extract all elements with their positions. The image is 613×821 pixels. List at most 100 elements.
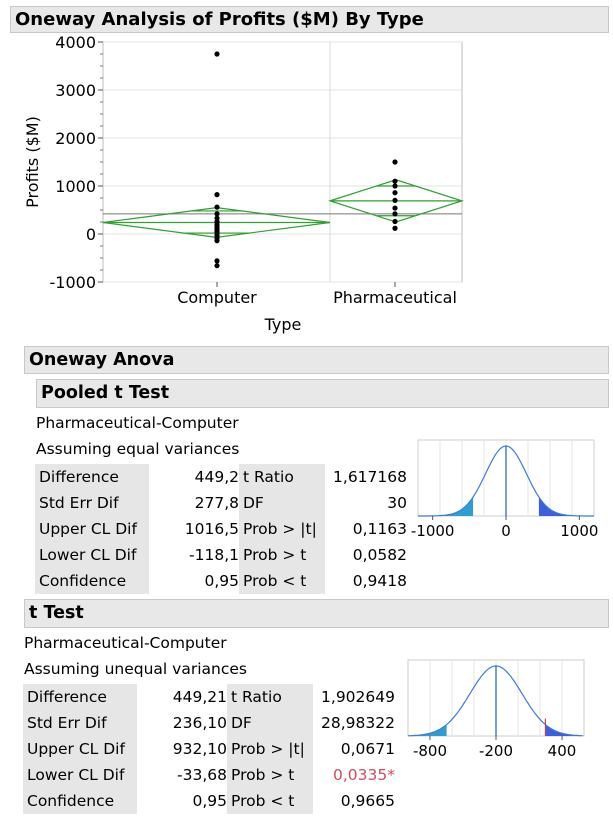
stats-row: Std Err Dif 277,8 DF 30: [35, 490, 407, 516]
stat-label: DF: [239, 490, 325, 516]
data-point: [214, 258, 220, 264]
density-curve: [407, 665, 583, 737]
dist-tick-label: -200: [479, 742, 513, 760]
x-axis-ticks: Computer Pharmaceutical: [177, 282, 457, 307]
stat-value: 236,10: [137, 710, 227, 736]
dist-tick-label: -800: [413, 742, 447, 760]
lower-tail-area: [408, 724, 447, 736]
t-test-header[interactable]: t Test: [24, 599, 609, 628]
data-point: [392, 183, 398, 189]
stat-label: Confidence: [35, 568, 149, 594]
stat-value: 0,95: [137, 788, 227, 814]
dist-tick-label: -1000: [411, 522, 455, 540]
ttest-t-distribution: -800 -200 400: [407, 659, 585, 760]
stat-label: Prob > |t|: [227, 736, 313, 762]
oneway-chart: 4000 3000 2000 1000 0 -1000 Profits ($M) Comp…: [23, 33, 464, 334]
ttest-assumption: Assuming unequal variances: [24, 660, 247, 678]
stat-value: 28,98322: [313, 710, 395, 736]
pooled-t-distribution: -1000 0 1000: [411, 439, 598, 540]
dist-tick-label: 400: [548, 742, 577, 760]
dist-tick-label: 1000: [560, 522, 598, 540]
pooled-t-test-header[interactable]: Pooled t Test: [36, 379, 609, 408]
stats-row: Confidence 0,95 Prob < t 0,9418: [35, 568, 407, 594]
stat-label: Confidence: [23, 788, 137, 814]
pooled-comparison: Pharmaceutical-Computer: [36, 414, 239, 432]
stat-value: 1,902649: [313, 684, 395, 710]
stat-label: t Ratio: [227, 684, 313, 710]
data-point: [392, 178, 398, 184]
data-point: [214, 263, 220, 269]
stat-value: 0,0335*: [313, 762, 395, 788]
plot-area: [102, 41, 463, 283]
y-tick-label: 1000: [55, 177, 96, 196]
data-point: [214, 204, 220, 210]
pooled-assumption: Assuming equal variances: [36, 440, 240, 458]
stat-value: 0,9665: [313, 788, 395, 814]
stat-value: 932,10: [137, 736, 227, 762]
stats-row: Difference 449,2 t Ratio 1,617168: [35, 464, 407, 490]
stat-value: 0,9418: [325, 568, 407, 594]
stat-value: -33,68: [137, 762, 227, 788]
stats-row: Std Err Dif 236,10 DF 28,98322: [23, 710, 395, 736]
y-tick-label: 2000: [55, 129, 96, 148]
stat-label: Prob < t: [239, 568, 325, 594]
stat-label: DF: [227, 710, 313, 736]
y-axis-label: Profits ($M): [23, 116, 42, 208]
data-point: [214, 51, 220, 57]
stats-row: Difference 449,21 t Ratio 1,902649: [23, 684, 395, 710]
x-tick-label: Pharmaceutical: [333, 288, 457, 307]
stat-value: 0,0671: [313, 736, 395, 762]
y-axis-ticks: 4000 3000 2000 1000 0 -1000: [50, 33, 103, 292]
stat-label: Std Err Dif: [23, 710, 137, 736]
stat-label: Difference: [23, 684, 137, 710]
oneway-anova-header[interactable]: Oneway Anova: [24, 346, 609, 374]
stat-value: 449,21: [137, 684, 227, 710]
stat-value: -118,1: [149, 542, 239, 568]
x-tick-label: Computer: [177, 288, 257, 307]
y-tick-label: -1000: [50, 273, 97, 292]
upper-tail-area: [545, 724, 584, 736]
stat-label: Std Err Dif: [35, 490, 149, 516]
stats-row: Upper CL Dif 932,10 Prob > |t| 0,0671: [23, 736, 395, 762]
stat-label: Prob > t: [239, 542, 325, 568]
y-tick-label: 4000: [55, 33, 96, 52]
stat-label: t Ratio: [239, 464, 325, 490]
plot-frame: [102, 41, 463, 283]
dist-tick-label: 0: [501, 522, 511, 540]
data-point: [392, 197, 398, 203]
stat-label: Difference: [35, 464, 149, 490]
stat-label: Prob > |t|: [239, 516, 325, 542]
stat-value: 277,8: [149, 490, 239, 516]
data-point: [392, 225, 398, 231]
stats-row: Upper CL Dif 1016,5 Prob > |t| 0,1163: [35, 516, 407, 542]
stat-label: Lower CL Dif: [23, 762, 137, 788]
data-point: [392, 211, 398, 217]
stat-value: 449,2: [149, 464, 239, 490]
stats-row: Lower CL Dif -33,68 Prob > t 0,0335*: [23, 762, 395, 788]
stat-value: 1016,5: [149, 516, 239, 542]
data-point: [214, 211, 220, 217]
stat-label: Lower CL Dif: [35, 542, 149, 568]
stat-value: 0,0582: [325, 542, 407, 568]
data-point: [214, 238, 220, 244]
data-point: [392, 205, 398, 211]
data-point: [392, 159, 398, 165]
y-gridlines: [103, 41, 462, 283]
chart-marks: [102, 51, 464, 269]
stat-label: Upper CL Dif: [35, 516, 149, 542]
stats-row: Lower CL Dif -118,1 Prob > t 0,0582: [35, 542, 407, 568]
report-title[interactable]: Oneway Analysis of Profits ($M) By Type: [10, 6, 609, 33]
data-point: [392, 190, 398, 196]
y-tick-label: 0: [86, 225, 96, 244]
stat-label: Prob > t: [227, 762, 313, 788]
stat-value: 30: [325, 490, 407, 516]
data-point: [392, 218, 398, 225]
ttest-stats-table: Difference 449,21 t Ratio 1,902649 Std Err D…: [23, 684, 395, 814]
pooled-stats-table: Difference 449,2 t Ratio 1,617168 Std Err Di…: [35, 464, 407, 594]
ttest-comparison: Pharmaceutical-Computer: [24, 634, 227, 652]
x-axis-label: Type: [264, 315, 302, 334]
stats-row: Confidence 0,95 Prob < t 0,9665: [23, 788, 395, 814]
stat-value: 0,95: [149, 568, 239, 594]
data-point: [214, 192, 220, 198]
stat-label: Prob < t: [227, 788, 313, 814]
